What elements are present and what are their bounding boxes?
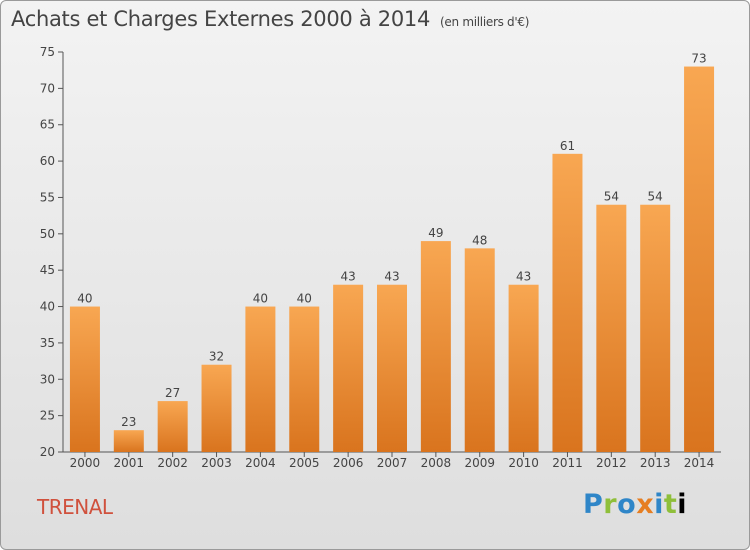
x-tick-label: 2003 bbox=[201, 456, 232, 470]
data-label-2006: 43 bbox=[340, 270, 355, 284]
bar-2014 bbox=[684, 66, 715, 452]
x-tick-label: 2008 bbox=[421, 456, 452, 470]
data-label-2013: 54 bbox=[648, 190, 663, 204]
data-label-2012: 54 bbox=[604, 190, 619, 204]
logo-letter: P bbox=[583, 489, 604, 520]
x-tick-label: 2014 bbox=[684, 456, 715, 470]
chart-unit: (en milliers d'€) bbox=[440, 15, 530, 29]
data-label-2002: 27 bbox=[165, 386, 180, 400]
axes: 20 25 30 35 40 45 50 55 60 65 70 75 2000 2001 2002 2003… bbox=[40, 45, 721, 470]
x-tick-label: 2002 bbox=[157, 456, 188, 470]
bar-2000 bbox=[69, 306, 100, 452]
proxiti-logo[interactable]: Proxiti bbox=[583, 489, 687, 520]
y-tick-label: 25 bbox=[40, 409, 55, 423]
bar-2002 bbox=[157, 401, 188, 452]
data-label-2001: 23 bbox=[121, 415, 136, 429]
x-tick-label: 2012 bbox=[596, 456, 627, 470]
data-label-2004: 40 bbox=[253, 292, 268, 306]
bar-2010 bbox=[508, 284, 539, 452]
y-tick-label: 70 bbox=[40, 81, 55, 95]
bar-2013 bbox=[640, 204, 671, 452]
x-tick-label: 2007 bbox=[377, 456, 408, 470]
data-label-2009: 48 bbox=[472, 233, 487, 247]
y-tick-label: 75 bbox=[40, 45, 55, 59]
bar-2003 bbox=[201, 364, 232, 452]
data-labels: 40 23 27 32 40 40 43 43 49 48 43 61 54 54 73 bbox=[77, 52, 706, 430]
y-tick-label: 20 bbox=[40, 445, 55, 459]
data-label-2008: 49 bbox=[428, 226, 443, 240]
y-tick-label: 45 bbox=[40, 263, 55, 277]
bar-2004 bbox=[245, 306, 276, 452]
logo-letter: r bbox=[603, 489, 618, 520]
x-tick-label: 2004 bbox=[245, 456, 276, 470]
data-label-2003: 32 bbox=[209, 350, 224, 364]
data-label-2014: 73 bbox=[691, 52, 706, 66]
x-tick-label: 2000 bbox=[70, 456, 101, 470]
y-tick-label: 65 bbox=[40, 118, 55, 132]
bar-2008 bbox=[420, 241, 451, 452]
x-tick-label: 2010 bbox=[508, 456, 539, 470]
bar-2009 bbox=[464, 248, 495, 452]
y-tick-label: 60 bbox=[40, 154, 55, 168]
x-tick-label: 2006 bbox=[333, 456, 364, 470]
y-tick-label: 35 bbox=[40, 336, 55, 350]
data-label-2007: 43 bbox=[384, 270, 399, 284]
x-tick-label: 2009 bbox=[464, 456, 495, 470]
data-label-2010: 43 bbox=[516, 270, 531, 284]
bars bbox=[69, 66, 715, 452]
logo-letter: t bbox=[663, 489, 678, 520]
bar-2006 bbox=[333, 284, 364, 452]
bar-2001 bbox=[113, 430, 144, 452]
location-name: TRENAL bbox=[37, 495, 113, 519]
data-label-2000: 40 bbox=[77, 292, 92, 306]
data-label-2011: 61 bbox=[560, 139, 575, 153]
y-tick-label: 30 bbox=[40, 372, 55, 386]
logo-letter: x bbox=[636, 489, 655, 520]
bar-2005 bbox=[289, 306, 320, 452]
x-tick-label: 2013 bbox=[640, 456, 671, 470]
bar-2012 bbox=[596, 204, 627, 452]
x-tick-label: 2001 bbox=[114, 456, 145, 470]
bar-2007 bbox=[377, 284, 407, 452]
y-tick-label: 50 bbox=[40, 227, 55, 241]
logo-letter: i bbox=[677, 489, 688, 520]
y-tick-label: 40 bbox=[40, 300, 55, 314]
chart-title-text: Achats et Charges Externes 2000 à 2014 bbox=[11, 7, 431, 31]
x-tick-label: 2011 bbox=[552, 456, 583, 470]
x-tick-label: 2005 bbox=[289, 456, 320, 470]
logo-letter: o bbox=[617, 489, 637, 520]
bar-2011 bbox=[552, 153, 583, 452]
y-tick-label: 55 bbox=[40, 190, 55, 204]
chart-title: Achats et Charges Externes 2000 à 2014 (e… bbox=[11, 7, 529, 31]
data-label-2005: 40 bbox=[297, 292, 312, 306]
logo-letter: i bbox=[654, 489, 664, 520]
